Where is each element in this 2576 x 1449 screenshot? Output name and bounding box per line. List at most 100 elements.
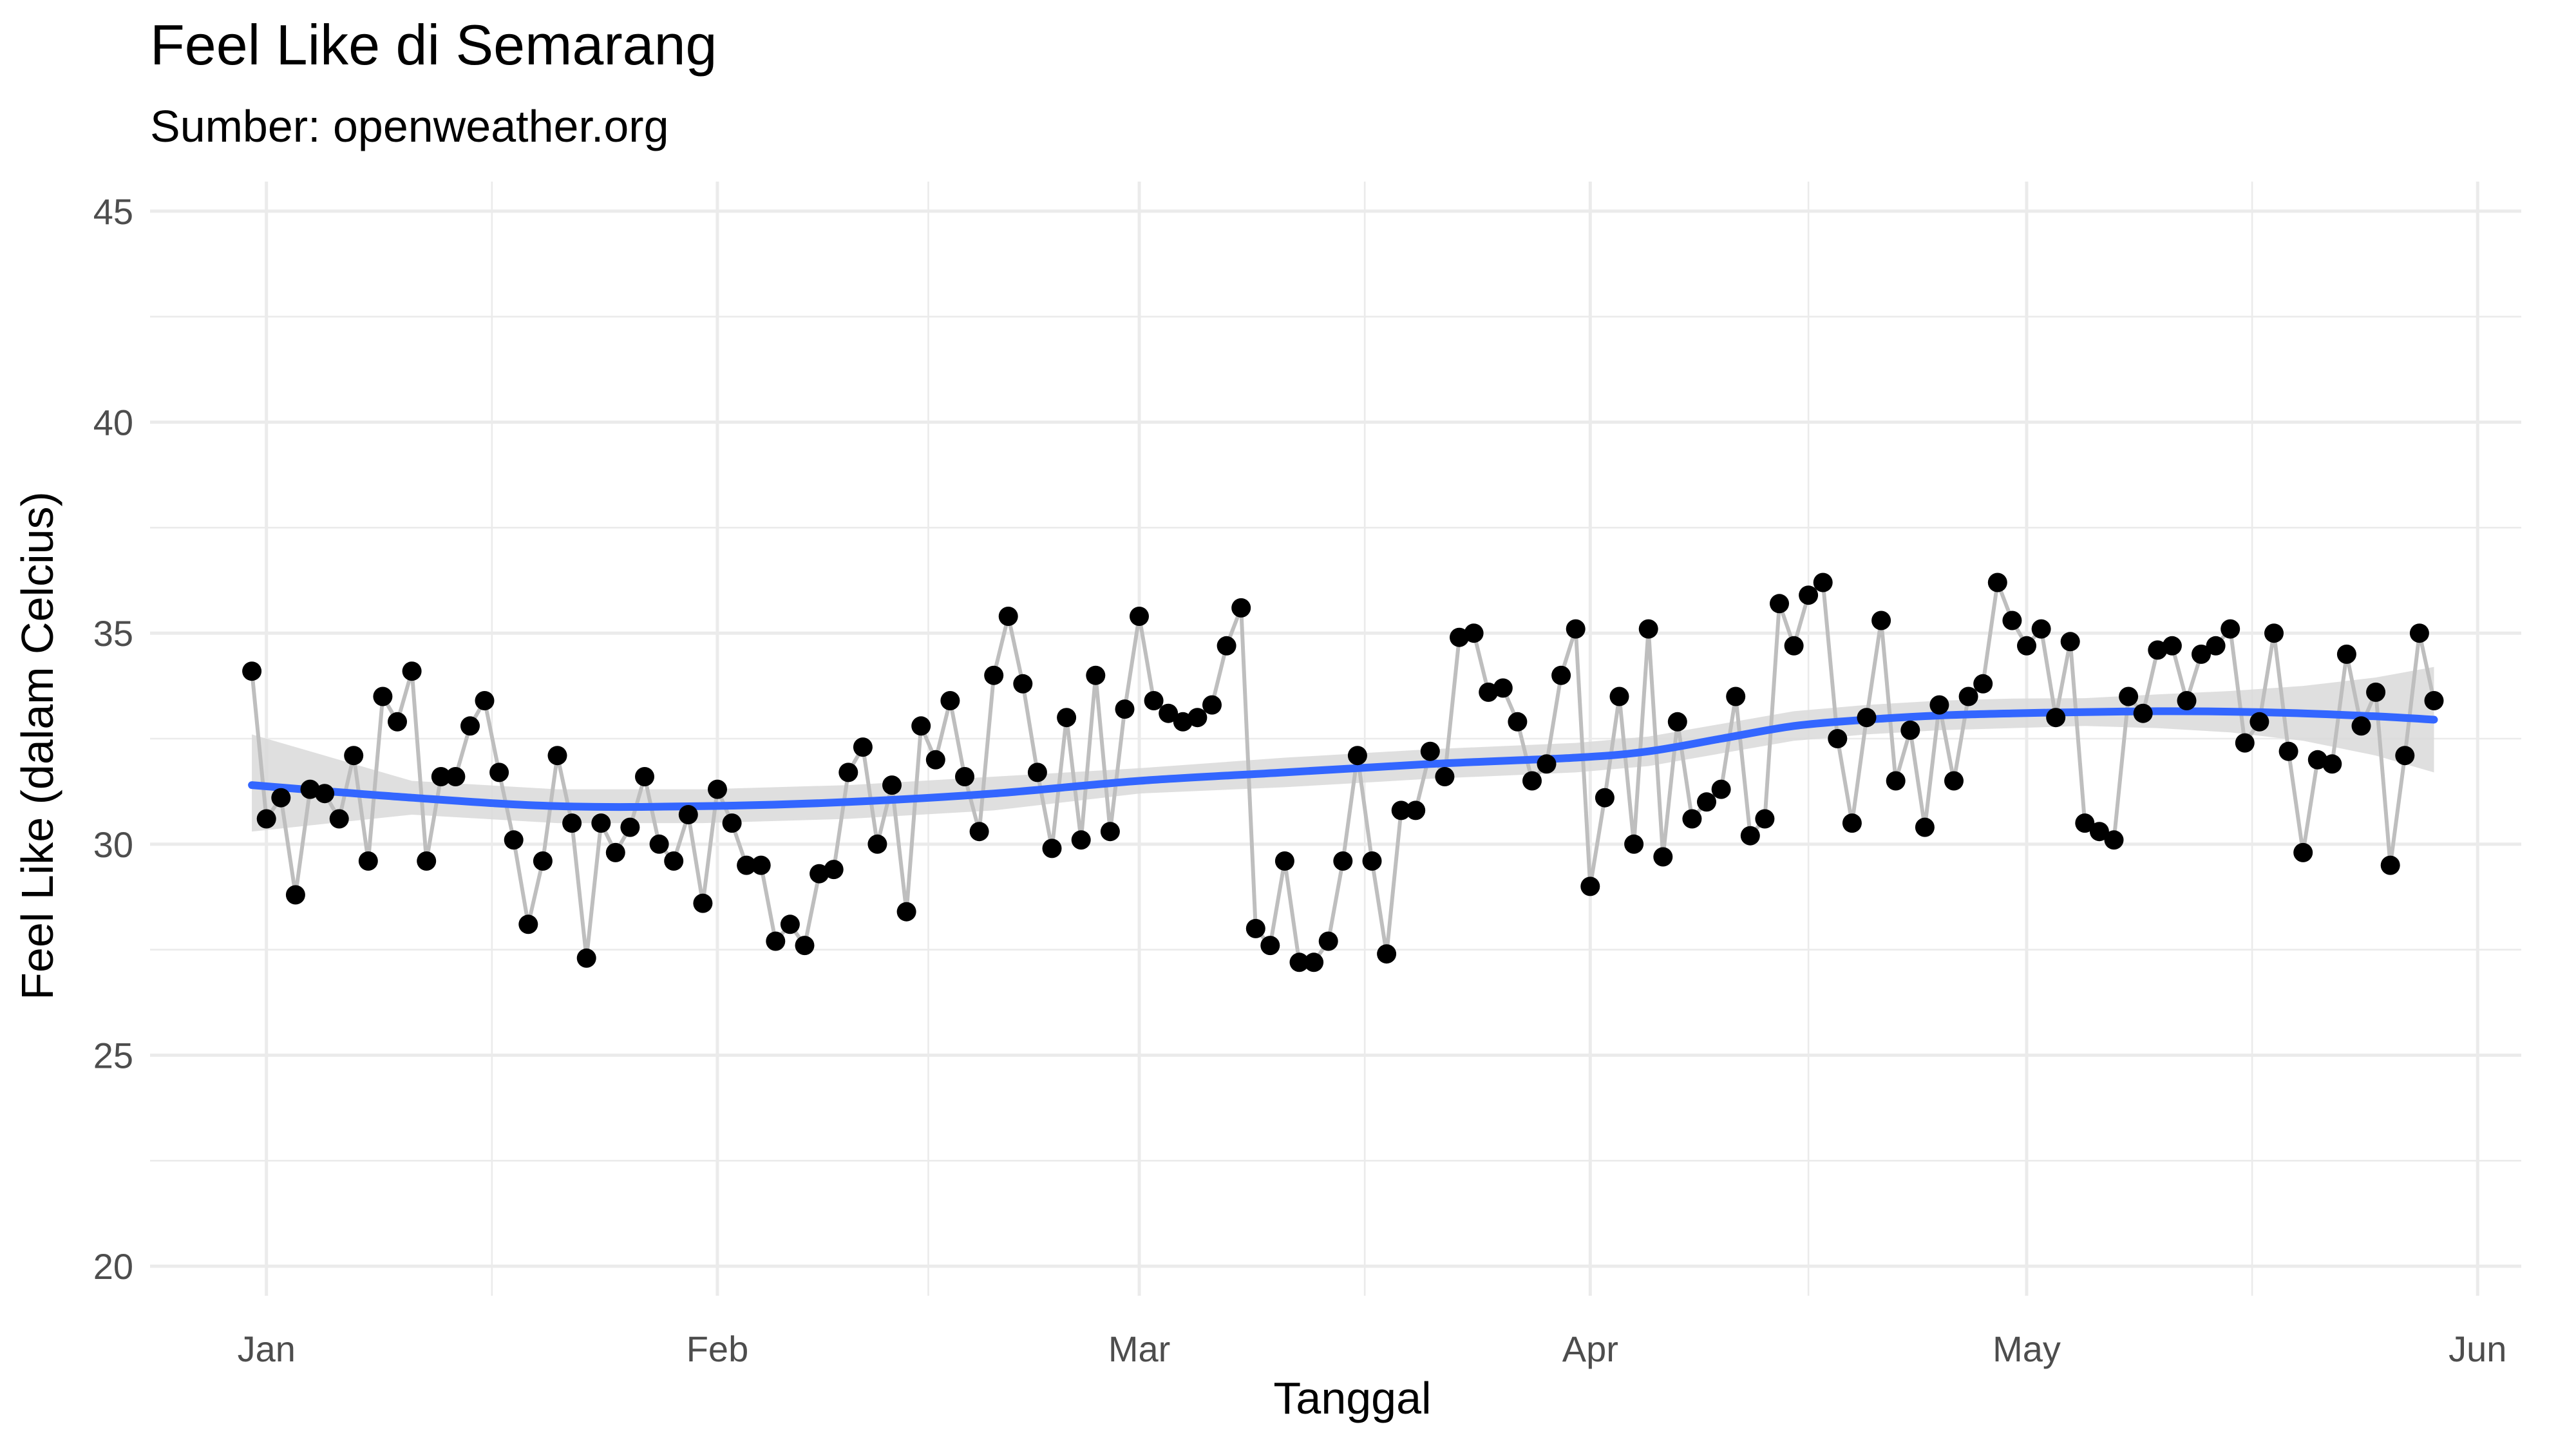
data-point [708, 779, 727, 799]
data-point [2177, 691, 2197, 710]
data-point [2395, 746, 2415, 766]
data-point [2235, 733, 2255, 753]
data-point [649, 834, 669, 854]
data-point [475, 691, 495, 710]
data-points [242, 573, 2444, 972]
data-point [1580, 876, 1600, 896]
data-point [562, 813, 582, 833]
data-point [1159, 703, 1179, 723]
data-point [795, 936, 815, 956]
data-point [1100, 822, 1120, 842]
data-point [344, 746, 364, 766]
data-point [1770, 594, 1789, 614]
data-point [1115, 699, 1135, 719]
data-point [2366, 682, 2386, 702]
data-point [2336, 644, 2356, 664]
data-point [1784, 636, 1804, 656]
y-tick-label: 20 [93, 1246, 133, 1287]
data-point [1013, 674, 1033, 694]
data-point [2380, 855, 2400, 875]
data-point [620, 817, 640, 837]
data-point [402, 661, 422, 681]
data-point [1274, 851, 1294, 871]
data-point [446, 767, 466, 786]
data-point [2075, 813, 2095, 833]
data-point [1609, 687, 1629, 706]
data-point [1406, 800, 1426, 820]
data-point [896, 902, 916, 922]
data-point [576, 948, 596, 968]
data-point [460, 716, 480, 736]
data-point [1144, 691, 1164, 710]
data-point [780, 914, 800, 934]
data-point [1508, 712, 1528, 732]
data-point [940, 691, 960, 710]
data-point [1071, 830, 1091, 850]
x-tick-label: Jun [2448, 1329, 2506, 1369]
data-point [256, 809, 276, 829]
data-point [1653, 847, 1673, 867]
data-point [722, 813, 742, 833]
data-point [1799, 585, 1819, 605]
data-point [1027, 762, 1047, 782]
data-point [417, 851, 437, 871]
grid-minor [150, 182, 2521, 1296]
y-tick-label: 35 [93, 613, 133, 654]
data-point [547, 746, 567, 766]
plot-panel [150, 182, 2521, 1296]
data-point [1188, 708, 1208, 728]
data-point [1304, 952, 1324, 972]
data-point [925, 750, 945, 770]
data-point [1697, 792, 1716, 812]
data-point [1726, 687, 1746, 706]
data-point [2133, 703, 2153, 723]
x-axis-tick-labels: Jan Feb Mar Apr May Jun [238, 1329, 2507, 1369]
data-point [1886, 771, 1906, 791]
x-axis-title: Tanggal [1273, 1373, 1431, 1423]
data-point [285, 885, 305, 905]
data-point [1551, 665, 1571, 685]
data-point [853, 737, 873, 757]
data-point [1871, 611, 1891, 630]
data-point [1973, 674, 1993, 694]
data-point [1638, 619, 1658, 639]
data-point [1435, 767, 1455, 786]
data-point [1944, 771, 1964, 791]
chart-title: Feel Like di Semarang [150, 13, 717, 77]
y-axis-tick-labels: 20 25 30 35 40 45 [93, 191, 133, 1287]
x-tick-label: Mar [1108, 1329, 1170, 1369]
data-point [388, 712, 407, 732]
data-point [1624, 834, 1644, 854]
data-point [1667, 712, 1687, 732]
data-point [2409, 623, 2429, 643]
data-point [1245, 918, 1265, 938]
x-tick-label: Apr [1562, 1329, 1618, 1369]
data-point [751, 855, 771, 875]
data-point [2307, 750, 2327, 770]
data-point [678, 805, 698, 824]
data-point [766, 931, 786, 951]
data-point [2192, 644, 2211, 664]
data-point [2221, 619, 2240, 639]
data-point [693, 893, 713, 913]
data-point [1450, 627, 1469, 647]
data-point [504, 830, 524, 850]
data-point [998, 607, 1018, 626]
data-point [1347, 746, 1367, 766]
data-point [2162, 636, 2182, 656]
chart-subtitle: Sumber: openweather.org [150, 101, 669, 151]
data-point [2278, 741, 2298, 761]
y-axis-title: Feel Like (dalam Celcius) [12, 491, 62, 1000]
data-point [1566, 619, 1586, 639]
data-point [1813, 573, 1833, 592]
data-point [1420, 741, 1440, 761]
y-tick-label: 40 [93, 402, 133, 443]
data-point [2206, 636, 2226, 656]
data-point [605, 842, 625, 862]
data-point [1493, 678, 1513, 698]
data-point [329, 809, 349, 829]
data-point [1231, 598, 1251, 618]
data-point [737, 855, 757, 875]
data-point [2351, 716, 2371, 736]
